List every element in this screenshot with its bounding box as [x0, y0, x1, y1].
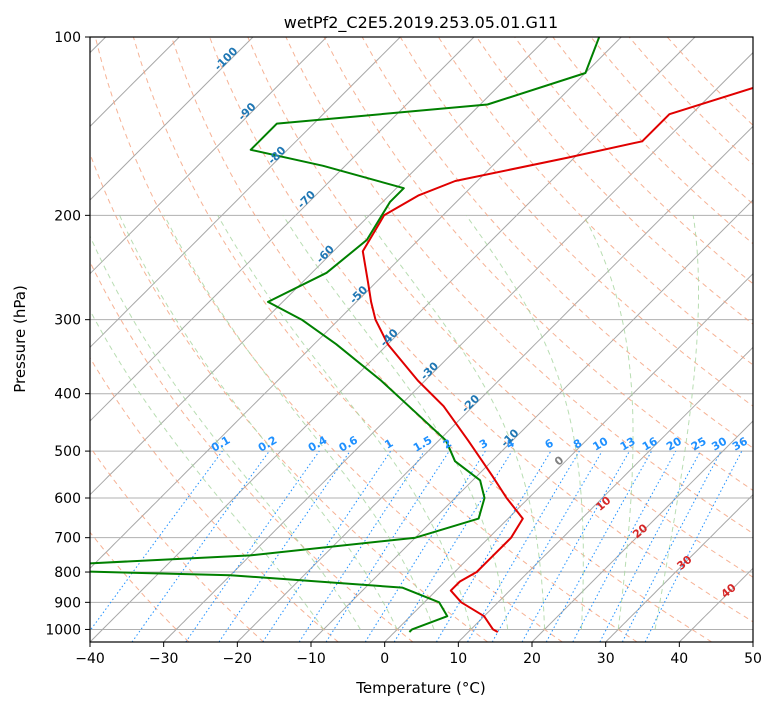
- isotherm-line: [90, 37, 475, 422]
- y-tick-label: 800: [54, 565, 81, 581]
- mixing-ratio-line: [325, 450, 450, 642]
- mixing-ratio-line: [90, 450, 223, 632]
- x-axis-label: Temperature (°C): [355, 679, 485, 697]
- y-axis: 100 200 300 400 500 600 700 800 900 1000: [45, 30, 90, 638]
- isotherm-line: [90, 37, 549, 496]
- isotherm-line: [236, 125, 753, 642]
- mixing-ratio-line: [218, 450, 351, 642]
- moist-adiabat-line: [282, 215, 509, 630]
- dry-adiabat-line: [399, 37, 753, 407]
- temperature-profile-line: [361, 86, 753, 633]
- moist-adiabat-line: [465, 215, 584, 630]
- y-tick-label: 100: [54, 30, 81, 46]
- moist-adiabat-line: [119, 215, 398, 630]
- dry-adiabat-line: [247, 37, 753, 578]
- x-tick-label: 0: [380, 651, 389, 667]
- x-tick-label: −10: [296, 651, 326, 667]
- mixing-ratio-line: [393, 450, 513, 642]
- moist-adiabat-line: [364, 215, 546, 630]
- x-tick-label: 50: [744, 651, 762, 667]
- moist-adiabat-line: [217, 215, 472, 630]
- isotherm-line: [90, 37, 401, 349]
- isotherm-line: [531, 420, 753, 642]
- y-tick-label: 1000: [45, 622, 81, 638]
- moist-adiabat-line: [654, 215, 699, 630]
- y-tick-label: 400: [54, 387, 81, 403]
- chart-title: wetPf2_C2E5.2019.253.05.01.G11: [284, 13, 558, 33]
- dry-adiabat-line: [90, 260, 414, 642]
- x-tick-label: 20: [523, 651, 541, 667]
- dry-adiabat-line: [209, 37, 753, 623]
- moist-adiabat-line: [90, 235, 361, 630]
- mixing-ratio-line: [521, 450, 630, 642]
- isotherm-line: [752, 641, 753, 642]
- mixing-ratio-line: [262, 450, 392, 642]
- mixing-ratio-line: [644, 450, 743, 642]
- isotherm-line: [310, 199, 753, 642]
- x-tick-label: 30: [597, 651, 615, 667]
- plot-frame: [89, 36, 754, 643]
- x-tick-label: 10: [449, 651, 467, 667]
- y-tick-label: 200: [54, 208, 81, 224]
- x-tick-label: −30: [149, 651, 179, 667]
- moist-adiabat-line: [583, 215, 634, 630]
- background-lines: [90, 37, 753, 642]
- y-tick-label: 500: [54, 444, 81, 460]
- y-axis-label: Pressure (hPa): [11, 285, 29, 393]
- mixing-ratio-line: [298, 450, 425, 642]
- x-tick-label: −40: [75, 651, 105, 667]
- dry-adiabat-line: [361, 37, 753, 449]
- mixing-ratio-line: [131, 450, 270, 642]
- isotherm-line: [163, 51, 753, 642]
- dewpoint-profile-line: [90, 37, 601, 633]
- plot-background: [90, 37, 753, 642]
- x-axis: −40 −30 −20 −10 0 10 20 30 40 50: [75, 642, 762, 667]
- y-tick-label: 600: [54, 491, 81, 507]
- dry-adiabat-line: [90, 446, 264, 642]
- mixing-ratio-line: [185, 450, 320, 642]
- dry-adiabat-line: [514, 37, 753, 285]
- moist-adiabat-line: [90, 309, 325, 630]
- x-tick-label: −20: [223, 651, 253, 667]
- dry-adiabat-line: [90, 531, 190, 642]
- dry-adiabat-line: [90, 152, 488, 642]
- dry-adiabat-line: [94, 37, 563, 642]
- mixing-ratio-line: [545, 450, 653, 642]
- y-tick-label: 300: [54, 313, 81, 329]
- moist-adiabat-line: [163, 215, 435, 630]
- y-tick-label: 900: [54, 595, 81, 611]
- dry-adiabat-line: [171, 37, 712, 642]
- isotherm-line: [457, 346, 753, 642]
- x-tick-label: 40: [670, 651, 688, 667]
- dry-adiabat-line: [132, 37, 638, 642]
- y-tick-label: 700: [54, 531, 81, 547]
- isotherm-line: [384, 272, 753, 642]
- mixing-ratio-line: [572, 450, 677, 642]
- isotherm-line: [90, 37, 622, 570]
- dry-adiabat-line: [90, 356, 339, 642]
- profile-lines: [90, 37, 753, 633]
- isotherm-line: [678, 567, 753, 642]
